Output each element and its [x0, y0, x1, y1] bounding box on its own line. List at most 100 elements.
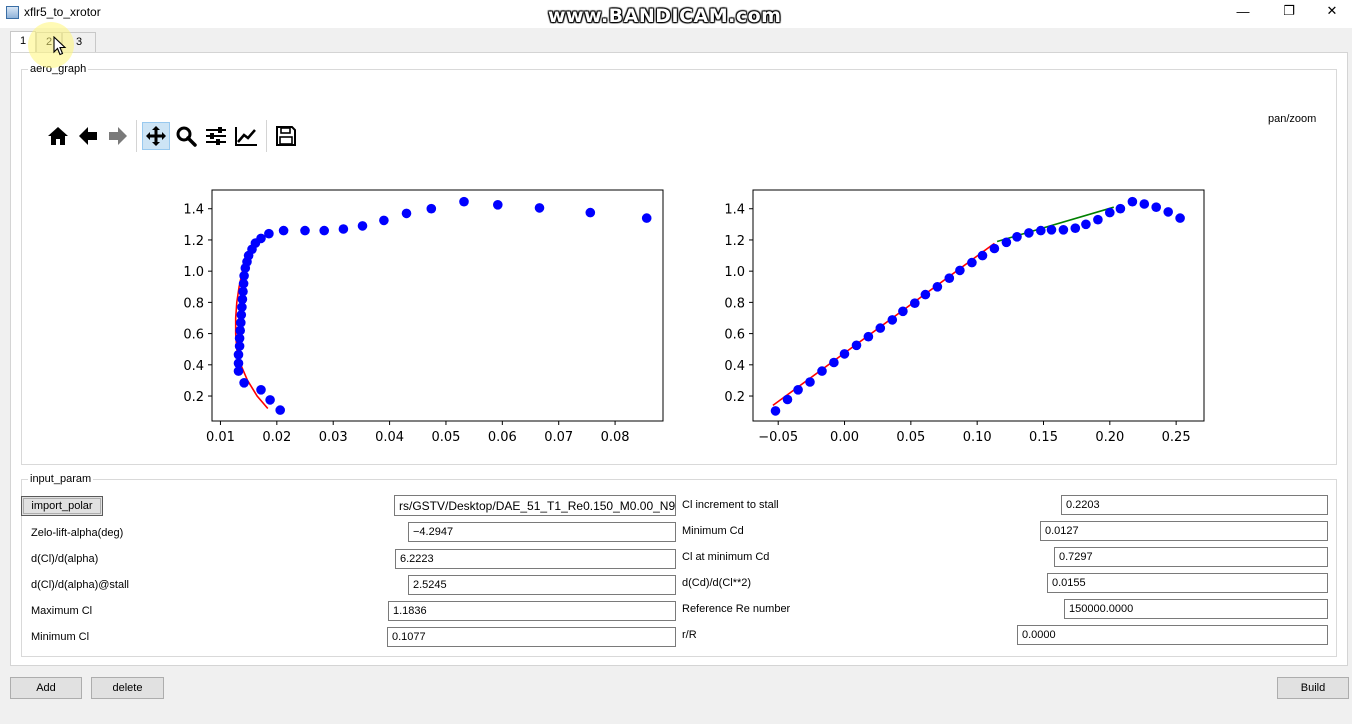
x-tick-label: 0.06: [488, 430, 517, 445]
configure-subplots-icon[interactable]: [202, 122, 230, 150]
maximize-button[interactable]: ❐: [1283, 3, 1295, 18]
data-point: [1012, 232, 1022, 242]
data-point: [1070, 223, 1081, 233]
data-point: [967, 257, 977, 268]
polar-charts[interactable]: 0.01 0.02 0.03 0.04 0.05 0.06 0.07 0.08 0.2 0.4 0.…: [152, 180, 1212, 460]
home-icon[interactable]: [44, 122, 72, 150]
data-point: [264, 228, 274, 239]
cl-increment-stall-field[interactable]: 0.2203: [1061, 495, 1328, 515]
tab-page: aero_graph: [10, 52, 1348, 666]
data-point: [887, 315, 898, 325]
data-point: [1024, 228, 1034, 238]
save-floppy-icon[interactable]: [272, 122, 300, 150]
app-icon: [6, 6, 19, 19]
pan-move-icon[interactable]: [142, 122, 170, 150]
y-tick-label: 0.6: [183, 328, 204, 343]
data-point: [898, 306, 908, 317]
build-button[interactable]: Build: [1277, 677, 1349, 699]
data-point: [233, 349, 244, 360]
polar-file-path-field[interactable]: rs/GSTV/Desktop/DAE_51_T1_Re0.150_M0.00_…: [394, 495, 676, 516]
x-tick-label: 0.01: [206, 430, 235, 445]
chart-1: 0.01 0.02 0.03 0.04 0.05 0.06 0.07 0.08 0.2 0.4 0.…: [183, 189, 664, 445]
y-tick-label: 1.0: [183, 265, 204, 280]
minimum-cd-field[interactable]: 0.0127: [1040, 521, 1328, 541]
y-tick-label: 0.2: [724, 390, 745, 405]
data-point: [829, 357, 839, 368]
minimum-cl-field[interactable]: 0.1077: [387, 627, 676, 647]
data-point: [379, 215, 389, 226]
y-tick-label: 0.6: [724, 328, 745, 343]
data-point: [234, 333, 245, 344]
cd-cl2-slope-field[interactable]: 0.0155: [1047, 573, 1328, 593]
reference-re-label: Reference Re number: [682, 603, 791, 615]
back-arrow-icon[interactable]: [74, 122, 102, 150]
x-tick-label: −0.05: [758, 430, 798, 445]
data-point: [1115, 203, 1126, 214]
y-tick-label: 0.8: [724, 296, 745, 311]
x-tick-label: 0.02: [262, 430, 291, 445]
x-tick-label: 0.03: [319, 430, 348, 445]
x-tick-label: 0.08: [601, 430, 630, 445]
edit-axis-icon[interactable]: [232, 122, 260, 150]
zero-lift-alpha-field[interactable]: −4.2947: [408, 522, 676, 542]
data-point: [1081, 219, 1091, 230]
data-point: [585, 207, 596, 218]
input-param-group: input_param: [21, 473, 1337, 657]
zoom-magnifier-icon[interactable]: [172, 122, 200, 150]
reference-re-field[interactable]: 150000.0000: [1064, 599, 1328, 619]
input-param-group-title: input_param: [28, 473, 94, 485]
y-tick-label: 0.4: [183, 359, 204, 374]
data-point: [1046, 225, 1057, 235]
cl-alpha-slope-field[interactable]: 6.2223: [395, 549, 676, 569]
data-point: [357, 221, 368, 231]
chart-axes-frame: [211, 189, 664, 422]
zero-lift-alpha-label: Zelo-lift-alpha(deg): [31, 527, 124, 539]
close-button[interactable]: ✕: [1326, 3, 1338, 18]
y-tick-label: 0.4: [724, 359, 745, 374]
x-tick-label: 0.10: [963, 430, 992, 445]
data-point: [955, 265, 965, 276]
data-point: [1151, 202, 1161, 212]
data-point: [1163, 207, 1173, 217]
data-point: [265, 395, 275, 405]
y-tick-label: 0.8: [183, 296, 204, 311]
data-point: [793, 385, 803, 395]
cl-alpha-stall-field[interactable]: 2.5245: [408, 575, 676, 595]
data-point: [239, 271, 249, 281]
data-point: [977, 250, 988, 261]
data-point: [1001, 237, 1012, 248]
delete-button[interactable]: delete: [91, 677, 164, 699]
data-point: [851, 340, 862, 351]
cl-at-min-cd-field[interactable]: 0.7297: [1054, 547, 1328, 567]
y-tick-label: 0.2: [183, 390, 204, 405]
data-point: [1139, 199, 1150, 209]
x-tick-label: 0.05: [431, 430, 460, 445]
maximum-cl-field[interactable]: 1.1836: [388, 601, 676, 621]
data-point: [426, 203, 437, 214]
y-tick-label: 1.0: [724, 265, 745, 280]
data-point: [932, 282, 943, 292]
data-point: [239, 378, 249, 388]
x-tick-label: 0.20: [1095, 430, 1124, 445]
import-polar-button[interactable]: import_polar: [21, 496, 103, 516]
data-point: [989, 243, 1000, 254]
data-point: [1127, 196, 1138, 207]
data-point: [817, 366, 827, 376]
minimize-button[interactable]: —: [1236, 3, 1250, 19]
data-point: [944, 273, 955, 283]
cl-at-min-cd-label: Cl at minimum Cd: [682, 551, 770, 563]
r-over-r-label: r/R: [682, 629, 697, 641]
data-point: [233, 358, 244, 369]
data-point: [910, 298, 920, 308]
forward-arrow-icon[interactable]: [104, 122, 132, 150]
r-over-r-field[interactable]: 0.0000: [1017, 625, 1328, 645]
data-point: [1105, 207, 1115, 218]
data-point: [782, 394, 793, 405]
title-bar[interactable]: xflr5_to_xrotor www.BANDICAM.com — ❐ ✕: [0, 0, 1352, 28]
mode-status-label: pan/zoom: [1268, 113, 1317, 125]
data-point: [493, 200, 503, 210]
data-point: [256, 385, 266, 395]
data-point: [920, 289, 931, 300]
add-button[interactable]: Add: [10, 677, 82, 699]
